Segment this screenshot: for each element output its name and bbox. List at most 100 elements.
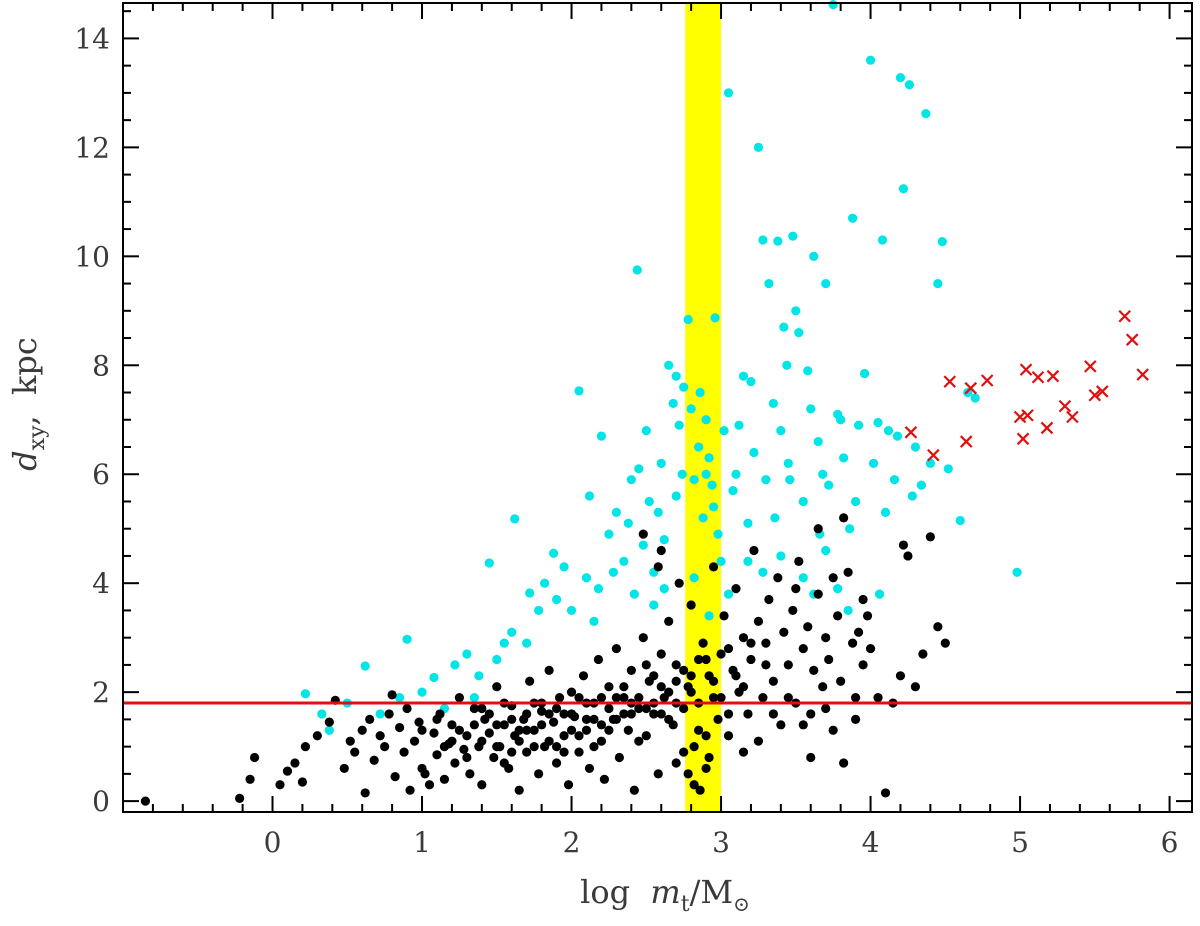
data-point [677, 469, 687, 479]
x-label-prefix: log [580, 873, 630, 911]
data-point [873, 417, 883, 428]
data-point-cross [1058, 399, 1072, 413]
data-point [593, 654, 604, 665]
data-point [713, 529, 723, 539]
data-point [664, 616, 674, 626]
data-point [365, 714, 375, 724]
x-axis-label: log mt/M⊙ [580, 873, 750, 917]
data-point [394, 692, 405, 703]
y-tick-label: 10 [74, 240, 110, 273]
data-point [689, 475, 699, 485]
data-point [668, 398, 678, 409]
data-point [653, 769, 663, 779]
y-tick-label: 0 [92, 785, 110, 818]
data-point [848, 638, 858, 648]
data-point [357, 725, 367, 735]
data-point [529, 725, 539, 735]
data-point [439, 774, 450, 784]
data-point [925, 458, 935, 468]
data-point [791, 306, 801, 316]
data-point-cross [927, 448, 940, 462]
data-point [821, 545, 831, 556]
y-tick-label: 12 [74, 131, 110, 164]
data-point [384, 709, 394, 719]
data-point [853, 420, 864, 430]
data-point [439, 742, 450, 752]
data-point [970, 393, 980, 403]
data-point [540, 578, 550, 588]
data-point [589, 616, 599, 626]
data-point [761, 475, 771, 485]
data-point [910, 442, 921, 452]
data-point [679, 703, 689, 714]
data-point [839, 453, 849, 463]
data-point [738, 747, 749, 757]
data-point [477, 703, 487, 714]
data-point [791, 584, 801, 594]
data-point [679, 747, 689, 757]
data-point [743, 556, 753, 567]
data-point [903, 551, 913, 561]
data-point [694, 654, 704, 665]
data-point [719, 426, 729, 436]
data-point [623, 518, 633, 528]
data-point [708, 676, 719, 686]
data-point [809, 665, 819, 675]
data-point [833, 584, 843, 594]
data-point [770, 513, 780, 523]
data-point [649, 600, 659, 610]
x-tick-label: 2 [563, 826, 581, 859]
data-point [803, 622, 813, 632]
data-point [649, 709, 659, 719]
data-point [324, 725, 334, 735]
data-point [405, 785, 415, 795]
data-point [447, 720, 457, 730]
data-point [858, 660, 868, 670]
data-point [492, 654, 502, 665]
data-point [695, 785, 705, 795]
data-point [544, 709, 554, 719]
data-point [746, 654, 756, 665]
data-point [695, 387, 705, 398]
data-point [895, 73, 906, 83]
data-point [417, 725, 427, 735]
data-point [749, 545, 759, 556]
data-point [574, 386, 584, 396]
data-point [694, 442, 704, 452]
data-point [566, 725, 577, 735]
data-point [360, 788, 370, 798]
data-point [731, 671, 741, 681]
data-point [563, 780, 574, 790]
data-point [574, 747, 584, 757]
data-point [454, 725, 464, 735]
data-point [728, 485, 738, 496]
data-point [634, 703, 644, 714]
data-point-cross [1016, 432, 1030, 446]
data-point [659, 584, 669, 594]
x-tick-label: 6 [1161, 826, 1179, 859]
data-point [324, 717, 334, 727]
data-point [649, 671, 659, 681]
series-2 [904, 309, 1149, 462]
data-point [522, 638, 532, 648]
data-point [300, 742, 311, 752]
data-point [429, 672, 439, 683]
data-point [656, 682, 666, 692]
data-point [723, 589, 734, 599]
data-point [764, 278, 774, 289]
data-point [390, 771, 400, 782]
data-point [548, 548, 559, 558]
data-point [477, 780, 487, 790]
data-point [641, 731, 651, 741]
x-label-unit: /M [690, 873, 734, 911]
data-point [955, 515, 965, 526]
data-point [698, 513, 708, 523]
data-point [629, 785, 639, 795]
data-point [634, 736, 644, 746]
data-point [689, 780, 699, 790]
data-point [656, 709, 666, 719]
data-point [704, 752, 714, 763]
data-point [671, 491, 681, 501]
data-point [710, 313, 720, 323]
